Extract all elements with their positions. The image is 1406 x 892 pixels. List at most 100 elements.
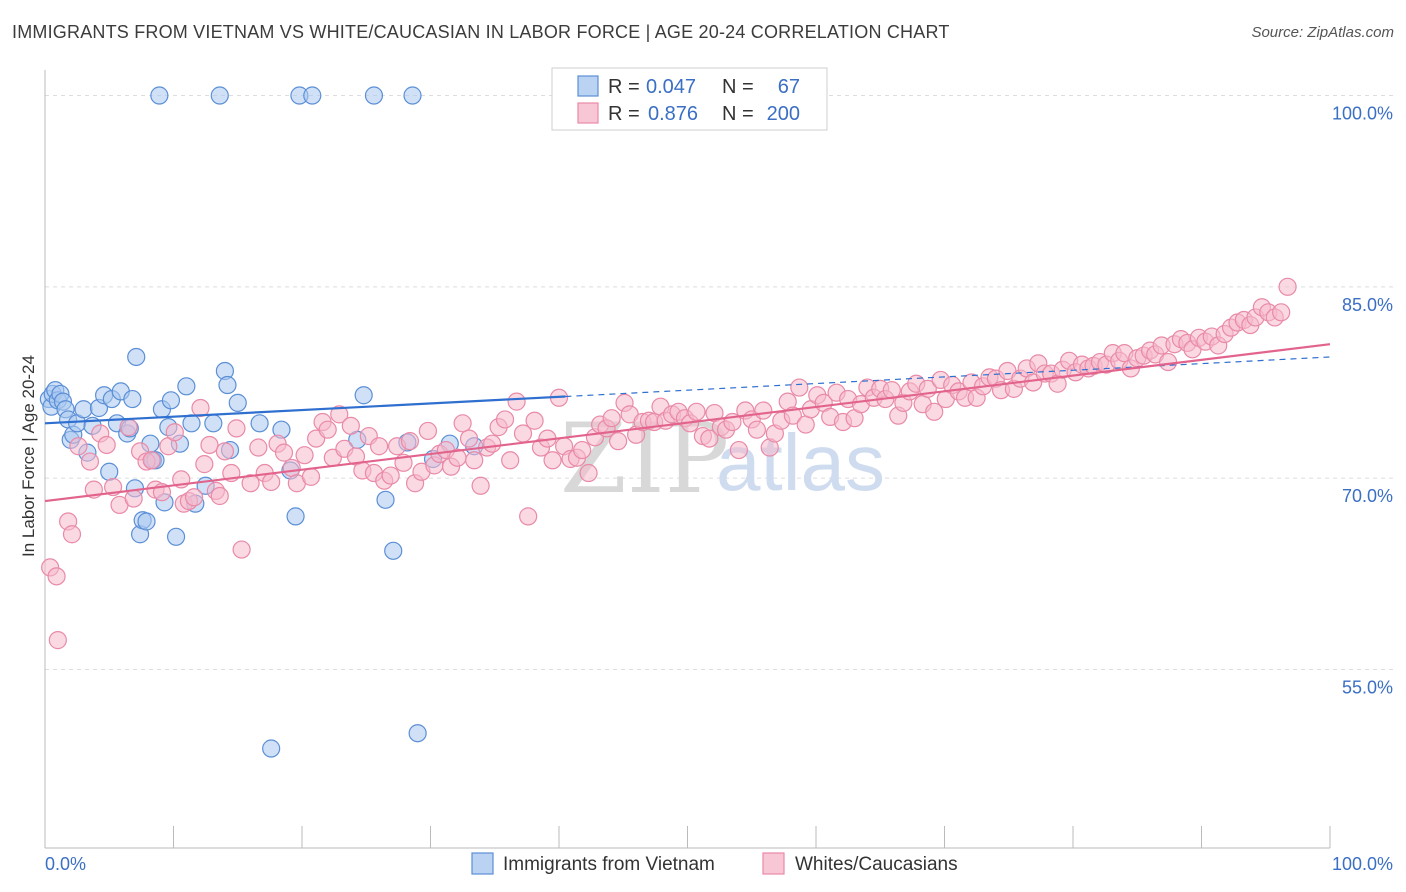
point-blue-17: [100, 462, 119, 481]
point-pink-24: [184, 488, 204, 507]
point-pink-26: [195, 455, 214, 474]
point-pink-125: [790, 378, 809, 397]
point-pink-50: [341, 416, 360, 435]
point-pink-1: [47, 567, 66, 586]
point-pink-40: [282, 458, 301, 478]
bottom-legend-label-vietnam: Immigrants from Vietnam: [503, 854, 715, 875]
point-pink-27: [200, 435, 219, 455]
trend-line-pink: [44, 343, 1331, 503]
point-blue-12: [74, 400, 93, 419]
point-pink-57: [381, 466, 400, 485]
legend-swatch-blue: [577, 75, 599, 97]
point-pink-20: [165, 423, 184, 442]
point-pink-71: [465, 451, 484, 470]
point-pink-95: [609, 432, 628, 451]
point-blue-23: [123, 389, 142, 409]
legend-r-value-2: 0.876: [648, 103, 698, 125]
point-pink-43: [301, 467, 321, 486]
point-blue-25: [127, 347, 146, 367]
point-pink-37: [262, 472, 281, 492]
point-pink-13: [124, 489, 143, 508]
point-pink-2: [48, 631, 67, 650]
point-pink-69: [453, 414, 472, 433]
point-pink-147: [925, 402, 944, 421]
point-blue-62: [403, 86, 422, 105]
point-pink-70: [459, 429, 479, 448]
point-blue-40: [182, 414, 201, 433]
trend-lines: [44, 343, 1331, 503]
point-pink-119: [754, 401, 773, 420]
point-pink-80: [519, 507, 538, 526]
point-pink-90: [579, 463, 598, 483]
point-pink-9: [97, 435, 116, 455]
point-pink-74: [483, 434, 502, 453]
point-pink-46: [318, 420, 337, 439]
legend-n-label-1: N =: [722, 76, 754, 98]
axes: [44, 70, 1331, 849]
point-blue-55: [303, 86, 322, 105]
point-pink-4: [62, 525, 82, 544]
point-pink-115: [729, 440, 749, 460]
point-blue-28: [137, 512, 156, 531]
series-vietnam-points: [39, 86, 484, 758]
legend-n-value-1: 67: [778, 76, 800, 98]
point-blue-48: [228, 393, 247, 412]
point-blue-57: [354, 386, 373, 405]
point-blue-49: [250, 414, 269, 433]
legend-n-label-2: N =: [722, 103, 754, 125]
point-blue-58: [364, 86, 384, 105]
bottom-legend: Immigrants from Vietnam Whites/Caucasian…: [471, 852, 958, 875]
y-tick-label-1: 70.0%: [1342, 486, 1393, 506]
point-pink-78: [507, 392, 526, 411]
y-tick-label-3: 100.0%: [1332, 104, 1393, 124]
grid-lines: [45, 95, 1393, 670]
point-pink-33: [232, 540, 251, 559]
point-pink-110: [700, 429, 719, 448]
x-tick-label-1: 100.0%: [1332, 854, 1393, 874]
point-pink-39: [274, 443, 294, 462]
point-pink-48: [330, 405, 349, 424]
point-blue-39: [177, 377, 196, 396]
point-pink-55: [370, 437, 389, 456]
point-blue-43: [204, 414, 223, 433]
bottom-legend-swatch-pink: [762, 852, 785, 875]
legend-n-value-2: 200: [767, 103, 800, 125]
legend-r-value-1: 0.047: [646, 76, 696, 98]
point-pink-203: [1272, 303, 1291, 322]
watermark-atlas: atlas: [716, 418, 885, 507]
point-pink-81: [525, 411, 544, 430]
x-tick-labels: 0.0% 100.0%: [45, 854, 1393, 874]
point-pink-126: [796, 415, 815, 434]
point-pink-12: [119, 418, 138, 437]
y-axis-label: In Labor Force | Age 20-24: [19, 355, 38, 557]
point-pink-108: [687, 402, 706, 421]
point-pink-204: [1278, 277, 1297, 296]
y-tick-label-0: 55.0%: [1342, 677, 1393, 697]
point-blue-50: [262, 739, 281, 758]
point-pink-118: [747, 420, 766, 439]
point-blue-63: [408, 724, 427, 743]
point-blue-32: [150, 86, 169, 105]
point-pink-30: [215, 442, 234, 461]
source-label: Source: ZipAtlas.com: [1251, 24, 1394, 41]
point-pink-94: [602, 409, 621, 428]
point-pink-25: [191, 398, 210, 418]
point-blue-46: [218, 375, 237, 395]
point-pink-60: [400, 432, 420, 451]
point-blue-36: [161, 391, 181, 410]
point-pink-84: [543, 451, 562, 470]
point-blue-59: [376, 490, 395, 509]
point-pink-16: [142, 451, 161, 470]
x-tick-label-0: 0.0%: [45, 854, 86, 874]
point-pink-185: [1158, 352, 1178, 372]
point-pink-72: [471, 476, 490, 495]
point-pink-76: [495, 410, 515, 429]
y-tick-label-2: 85.0%: [1342, 295, 1393, 315]
point-pink-63: [418, 421, 438, 441]
point-pink-32: [227, 419, 246, 438]
legend-r-label-2: R =: [608, 103, 640, 125]
y-tick-labels: 55.0% 70.0% 85.0% 100.0%: [1332, 104, 1393, 698]
point-pink-6: [80, 452, 100, 471]
chart-title: IMMIGRANTS FROM VIETNAM VS WHITE/CAUCASI…: [12, 22, 950, 42]
